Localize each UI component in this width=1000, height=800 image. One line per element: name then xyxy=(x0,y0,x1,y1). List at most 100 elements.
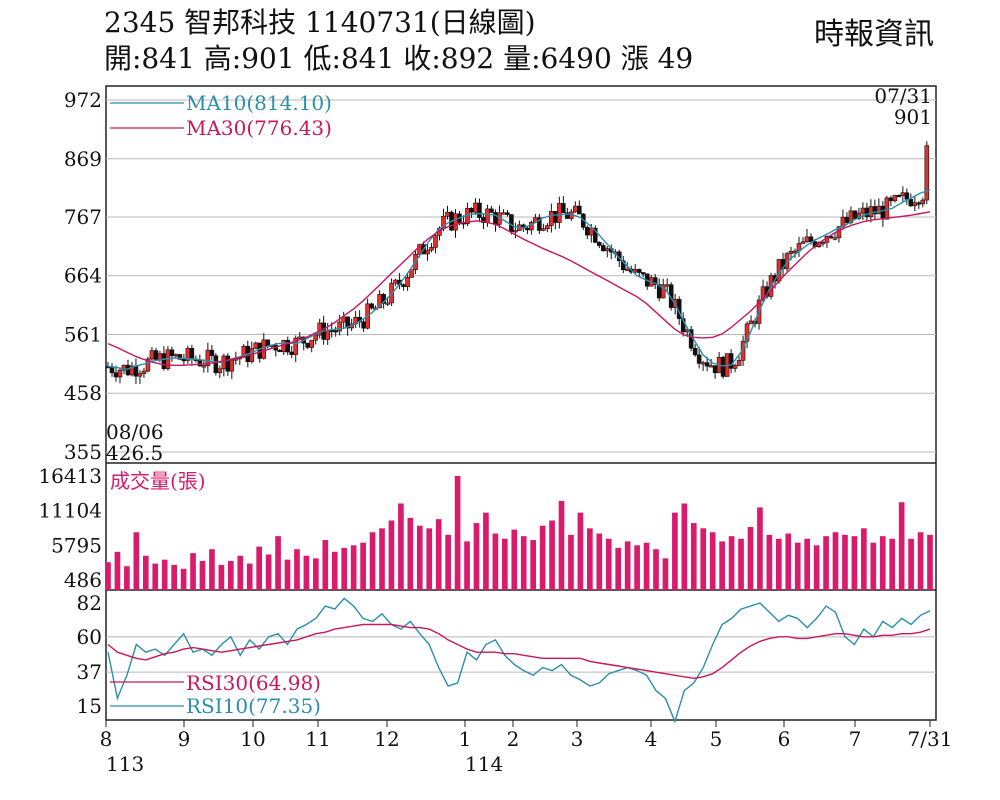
candle-down xyxy=(189,348,195,360)
volume-bar xyxy=(492,533,499,590)
volume-bar xyxy=(284,559,291,590)
candle-up xyxy=(804,236,810,243)
candle-up xyxy=(297,336,303,339)
candle-down xyxy=(808,236,814,242)
candle-up xyxy=(788,251,794,254)
candle-down xyxy=(704,362,710,367)
volume-bar xyxy=(464,541,470,590)
price-tick-label: 355 xyxy=(64,440,102,464)
candle-up xyxy=(145,358,151,372)
candle-down xyxy=(728,353,734,369)
volume-bar xyxy=(398,503,404,590)
candle-down xyxy=(553,210,558,223)
volume-bar xyxy=(407,517,414,590)
candle-down xyxy=(361,321,366,329)
volume-bar xyxy=(227,560,234,590)
volume-bar xyxy=(124,566,130,590)
candle-up xyxy=(860,207,866,214)
volume-bar xyxy=(672,512,678,590)
rsi-tick-label: 15 xyxy=(77,694,102,718)
candle-up xyxy=(433,235,438,248)
volume-bar xyxy=(501,538,508,590)
volume-bar xyxy=(634,545,640,590)
volume-bar xyxy=(483,512,489,590)
volume-bar xyxy=(879,536,886,590)
volume-bar xyxy=(199,560,206,590)
candle-down xyxy=(177,354,183,360)
candle-up xyxy=(293,337,299,355)
candle-down xyxy=(305,342,310,348)
price-tick-label: 561 xyxy=(64,322,102,346)
volume-bar xyxy=(908,538,914,590)
candle-down xyxy=(369,303,374,309)
chart-title: 2345 智邦科技 1140731(日線圖) xyxy=(104,6,536,39)
candle-down xyxy=(596,242,602,246)
volume-bar xyxy=(152,563,159,590)
volume-bar xyxy=(530,540,537,590)
volume-bar xyxy=(842,534,848,590)
legend-rsi30-label: RSI30(64.98) xyxy=(186,671,321,695)
candle-up xyxy=(924,145,930,201)
candle-down xyxy=(600,245,606,252)
candle-up xyxy=(700,362,706,365)
candle-up xyxy=(473,202,478,213)
volume-bar xyxy=(728,536,735,590)
legend-rsi10-label: RSI10(77.35) xyxy=(186,694,321,718)
volume-bar xyxy=(709,532,716,590)
candle-up xyxy=(912,202,918,207)
candle-up xyxy=(513,230,518,233)
volume-bar xyxy=(738,538,744,590)
month-label: 7/31 xyxy=(908,727,953,751)
volume-bar xyxy=(350,545,357,590)
volume-bar xyxy=(369,532,376,590)
candle-up xyxy=(385,302,390,305)
candle-down xyxy=(493,212,498,225)
candle-up xyxy=(748,320,754,325)
candle-up xyxy=(708,365,714,368)
candle-up xyxy=(217,368,223,373)
candle-down xyxy=(125,364,131,376)
candle-down xyxy=(585,227,590,236)
volume-bar xyxy=(218,564,225,590)
volume-panel-title: 成交量(張) xyxy=(110,469,206,493)
volume-bars xyxy=(105,476,933,590)
candle-down xyxy=(113,372,119,378)
volume-bar xyxy=(275,536,281,590)
month-label: 4 xyxy=(645,727,658,751)
volume-tick-label: 486 xyxy=(64,568,102,592)
candle-down xyxy=(285,340,291,353)
candle-up xyxy=(141,370,147,374)
volume-bar xyxy=(379,528,385,590)
candle-down xyxy=(197,360,203,367)
volume-bar xyxy=(511,529,518,590)
candle-up xyxy=(892,195,898,202)
volume-bar xyxy=(237,555,244,590)
candle-down xyxy=(720,356,726,377)
candle-down xyxy=(401,284,406,288)
volume-bar xyxy=(558,500,565,590)
month-label: 1 xyxy=(459,727,472,751)
volume-bar xyxy=(426,528,433,590)
candle-up xyxy=(149,350,155,360)
high-value-annotation: 901 xyxy=(894,105,932,129)
volume-bar xyxy=(454,476,461,590)
candle-up xyxy=(253,342,259,349)
volume-bar xyxy=(653,549,659,590)
candle-down xyxy=(161,353,167,370)
candle-down xyxy=(640,272,646,275)
volume-bar xyxy=(549,520,555,590)
candle-up xyxy=(660,284,666,299)
candle-up xyxy=(732,365,738,369)
candle-up xyxy=(429,247,434,251)
candlestick-series xyxy=(105,141,930,384)
volume-bar xyxy=(766,534,773,590)
candle-up xyxy=(205,349,211,366)
candle-down xyxy=(692,347,698,356)
volume-bar xyxy=(804,538,811,590)
candle-down xyxy=(696,354,702,364)
volume-bar xyxy=(313,558,319,590)
volume-bar xyxy=(171,564,177,590)
month-label: 6 xyxy=(778,727,791,751)
ohlc-summary: 開:841 高:901 低:841 收:892 量:6490 漲 49 xyxy=(104,42,694,75)
